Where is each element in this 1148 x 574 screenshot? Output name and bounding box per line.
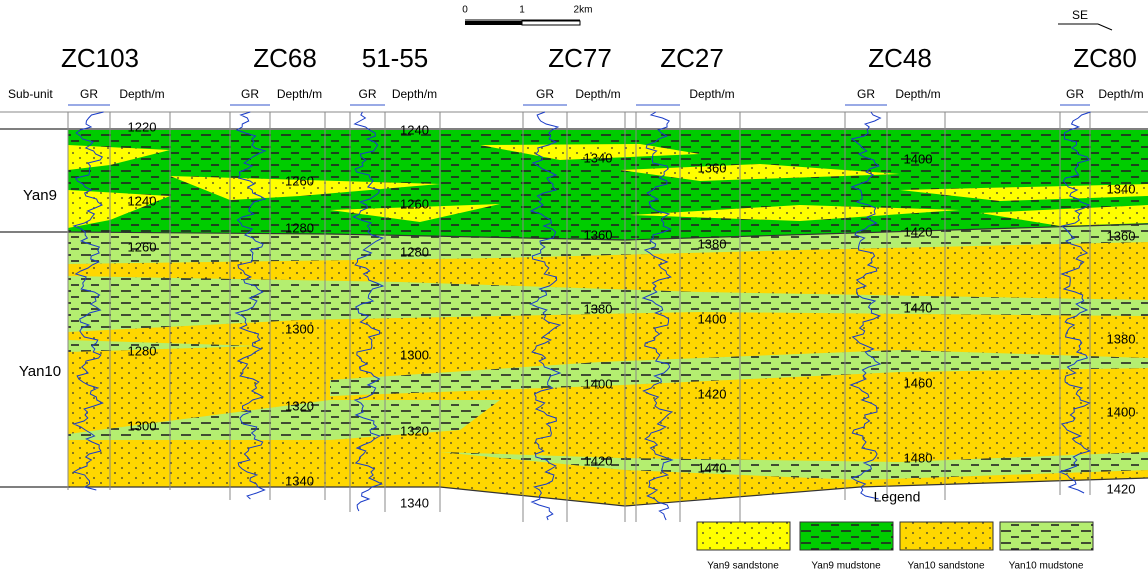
line	[1098, 24, 1112, 30]
well-name: ZC77	[548, 43, 612, 73]
depth-label: 1220	[128, 119, 157, 134]
depth-label: 1240	[400, 122, 429, 137]
scale-label: 1	[519, 5, 525, 16]
gr-header: GR	[1066, 87, 1084, 101]
depth-label: 1380	[1107, 331, 1136, 346]
legend-label: Yan9 mudstone	[811, 561, 881, 572]
legend-swatch-pattern	[697, 522, 790, 550]
scale-label: 0	[462, 5, 468, 16]
well-name: ZC68	[253, 43, 317, 73]
legend-label: Yan10 mudstone	[1009, 561, 1084, 572]
depth-header: Depth/m	[1098, 87, 1143, 101]
depth-label: 1420	[584, 453, 613, 468]
depth-label: 1260	[400, 196, 429, 211]
depth-label: 1240	[128, 193, 157, 208]
legend-swatch-pattern	[800, 522, 893, 550]
gr-header: GR	[241, 87, 259, 101]
depth-label: 1400	[584, 376, 613, 391]
well-name: ZC27	[660, 43, 724, 73]
depth-label: 1280	[128, 343, 157, 358]
depth-label: 1340	[584, 150, 613, 165]
depth-label: 1320	[400, 423, 429, 438]
depth-header: Depth/m	[392, 87, 437, 101]
depth-header: Depth/m	[277, 87, 322, 101]
direction: SE	[1072, 8, 1088, 22]
depth-label: 1360	[698, 160, 727, 175]
depth-header: Depth/m	[575, 87, 620, 101]
depth-label: 1420	[904, 224, 933, 239]
depth-label: 1380	[584, 301, 613, 316]
depth-label: 1280	[285, 220, 314, 235]
depth-header: Depth/m	[689, 87, 734, 101]
gr-header: GR	[857, 87, 875, 101]
gr-header: GR	[359, 87, 377, 101]
well-name: ZC103	[61, 43, 139, 73]
gr-header: GR	[80, 87, 98, 101]
legend-swatch-pattern	[900, 522, 993, 550]
page: 0 1 2km SE Sub-unit Yan9 Yan10 ZC103 GR Depth/m 12…	[0, 0, 1148, 574]
subunit-header: Sub-unit	[8, 87, 53, 101]
depth-label: 1420	[1107, 481, 1136, 496]
depth-label: 1400	[1107, 404, 1136, 419]
depth-label: 1440	[904, 300, 933, 315]
depth-header: Depth/m	[895, 87, 940, 101]
depth-label: 1280	[400, 244, 429, 259]
scale-label: 2km	[574, 5, 593, 16]
depth-label: 1260	[128, 239, 157, 254]
depth-label: 1440	[698, 460, 727, 475]
unit-label: Yan9	[23, 187, 57, 204]
depth-label: 1380	[698, 236, 727, 251]
depth-label: 1360	[584, 227, 613, 242]
depth-label: 1340	[285, 473, 314, 488]
depth-label: 1480	[904, 450, 933, 465]
legend-label: Yan9 sandstone	[707, 561, 779, 572]
depth-label: 1400	[698, 311, 727, 326]
depth-label: 1260	[285, 173, 314, 188]
depth-label: 1300	[128, 418, 157, 433]
well-name: ZC80	[1073, 43, 1137, 73]
depth-label: 1340	[400, 495, 429, 510]
depth-label: 1340	[1107, 181, 1136, 196]
depth-label: 1400	[904, 151, 933, 166]
depth-label: 1300	[400, 347, 429, 362]
depth-label: 1420	[698, 386, 727, 401]
depth-label: 1300	[285, 321, 314, 336]
depth-label: 1320	[285, 398, 314, 413]
legend-swatch-pattern	[1000, 522, 1093, 550]
unit-label: Yan10	[19, 363, 61, 380]
cross-section: 0 1 2km SE Sub-unit Yan9 Yan10 ZC103 GR Depth/m 12…	[0, 0, 1148, 574]
scale-bar	[465, 21, 522, 25]
legend-title: Legend	[874, 489, 921, 505]
legend-label: Yan10 sandstone	[907, 561, 985, 572]
depth-label: 1360	[1107, 228, 1136, 243]
well-name: ZC48	[868, 43, 932, 73]
depth-header: Depth/m	[119, 87, 164, 101]
well-name: 51-55	[362, 43, 429, 73]
scale-bar	[522, 21, 580, 25]
gr-header: GR	[536, 87, 554, 101]
depth-label: 1460	[904, 375, 933, 390]
